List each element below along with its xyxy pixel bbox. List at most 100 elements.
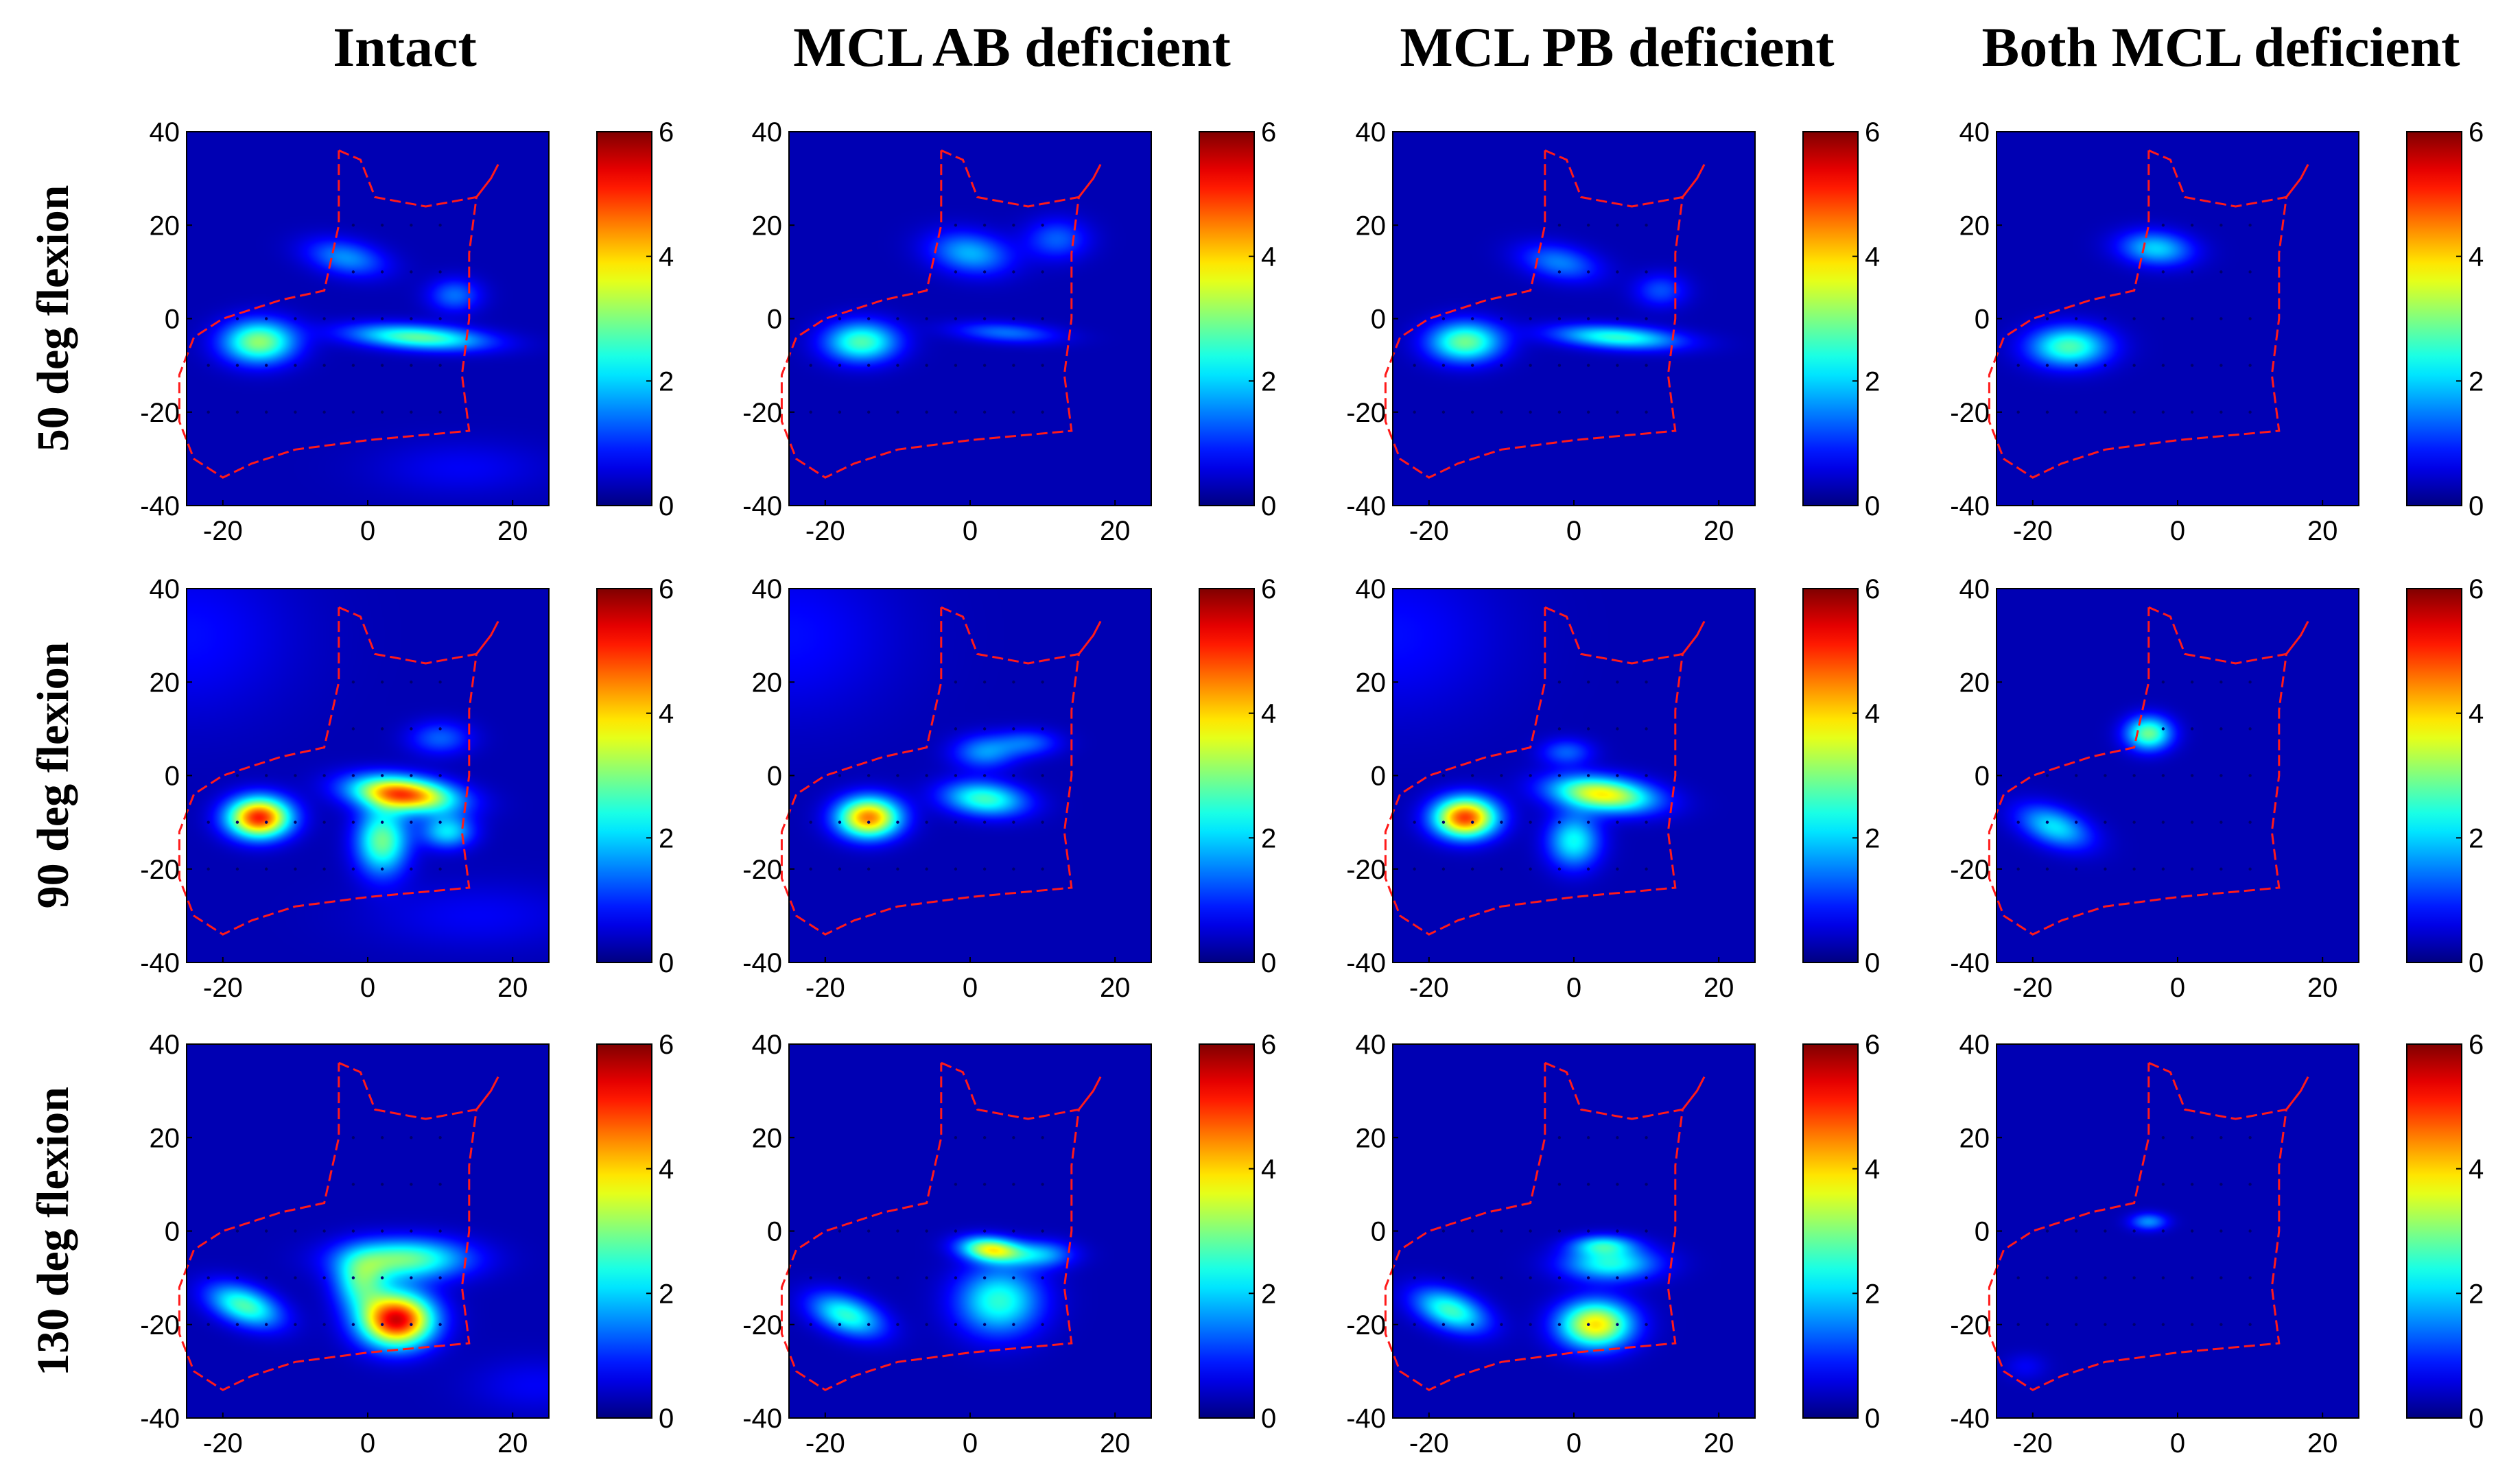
sensor-marker (1012, 1229, 1015, 1233)
sensor-marker (1470, 774, 1474, 777)
contact-outline (1384, 149, 1706, 479)
sensor-marker (954, 224, 958, 227)
sensor-marker (351, 364, 355, 367)
sensor-marker (2219, 727, 2223, 731)
sensor-marker (954, 410, 958, 414)
sensor-marker (867, 317, 871, 320)
sensor-marker (2016, 1276, 2020, 1279)
sensor-marker (1529, 410, 1532, 414)
sensor-marker (1413, 867, 1416, 871)
colorbar-tick-label: 6 (1261, 117, 1276, 147)
sensor-marker (1041, 1136, 1044, 1139)
sensor-marker (1470, 1276, 1474, 1279)
sensor-marker (207, 820, 210, 824)
colorbar-tick-label: 2 (2469, 823, 2484, 853)
y-tick-label: 40 (1356, 1030, 1387, 1060)
y-tick-label: 40 (752, 117, 783, 147)
sensor-marker (1557, 1136, 1562, 1139)
sensor-marker (351, 1183, 355, 1186)
sensor-marker (1557, 410, 1562, 414)
sensor-marker (1441, 410, 1446, 414)
x-tick-label: 20 (1704, 1428, 1734, 1458)
sensor-marker (2219, 774, 2223, 777)
sensor-marker (2045, 410, 2049, 414)
sensor-marker (351, 867, 355, 871)
colorbar-tick-label: 6 (659, 1030, 674, 1060)
sensor-marker (2248, 1183, 2252, 1186)
y-tick-label: 40 (1959, 574, 1990, 604)
sensor-marker (2161, 1276, 2165, 1279)
sensor-marker (2190, 681, 2194, 684)
sensor-marker (207, 364, 210, 367)
sensor-marker (1645, 820, 1648, 824)
sensor-marker (982, 1183, 987, 1186)
sensor-marker (2045, 1229, 2049, 1233)
sensor-marker (896, 317, 899, 320)
sensor-marker (2161, 1136, 2165, 1139)
sensor-marker (1645, 727, 1648, 731)
sensor-marker (838, 364, 842, 367)
sensor-marker (1616, 1229, 1619, 1233)
sensor-marker (410, 224, 413, 227)
y-tick-label: 20 (1356, 667, 1387, 698)
sensor-marker (438, 270, 442, 274)
sensor-marker (954, 1183, 958, 1186)
sensor-marker (1041, 1276, 1044, 1279)
sensor-marker (1012, 1276, 1015, 1279)
sensor-marker (235, 867, 239, 871)
sensor-marker (1645, 224, 1648, 227)
sensor-marker (380, 317, 384, 320)
y-tick-label: 20 (1959, 667, 1990, 698)
sensor-marker (1413, 410, 1416, 414)
y-tick-label: -20 (742, 855, 782, 885)
sensor-marker (925, 1323, 928, 1326)
contact-outline (1988, 149, 2309, 479)
sensor-marker (1645, 1323, 1648, 1326)
sensor-marker (2045, 317, 2049, 320)
y-tick-label: -20 (140, 1310, 180, 1340)
colorbar-tick-label: 2 (659, 823, 674, 853)
sensor-marker (896, 1323, 899, 1326)
sensor-marker (438, 820, 442, 824)
sensor-marker (982, 727, 987, 731)
sensor-marker (1586, 1136, 1590, 1139)
sensor-marker (1500, 820, 1503, 824)
sensor-marker (2248, 774, 2252, 777)
sensor-marker (2045, 774, 2049, 777)
sensor-marker (925, 364, 928, 367)
sensor-marker (1586, 727, 1590, 731)
sensor-marker (438, 1229, 442, 1233)
sensor-marker (380, 1323, 384, 1326)
sensor-marker (982, 820, 987, 824)
sensor-marker (896, 820, 899, 824)
sensor-marker (380, 727, 384, 731)
sensor-marker (982, 1229, 987, 1233)
y-tick-label: 20 (1959, 211, 1990, 241)
colorbar-tick-label: 4 (1865, 699, 1880, 729)
sensor-marker (1012, 270, 1015, 274)
colorbar (1199, 588, 1255, 963)
colorbar-tick-label: 2 (659, 1279, 674, 1309)
sensor-marker (896, 410, 899, 414)
sensor-marker (1012, 681, 1015, 684)
sensor-marker (410, 364, 413, 367)
x-tick-label: 0 (1566, 516, 1581, 546)
sensor-marker (1557, 270, 1562, 274)
sensor-marker (2219, 1183, 2223, 1186)
sensor-marker (2104, 364, 2107, 367)
sensor-marker (207, 1323, 210, 1326)
column-title-2: MCL PB deficient (1400, 16, 1835, 78)
x-tick-label: -20 (203, 973, 243, 1003)
y-tick-label: 0 (1975, 761, 1990, 792)
sensor-marker (1586, 774, 1590, 777)
colorbar-tick-label: 6 (2469, 574, 2484, 604)
y-tick-label: -40 (140, 948, 180, 978)
sensor-marker (322, 364, 326, 367)
sensor-marker (351, 820, 355, 824)
sensor-marker (264, 774, 268, 777)
sensor-marker (351, 224, 355, 227)
colorbar-tick-label: 4 (659, 242, 674, 272)
sensor-marker (867, 1323, 871, 1326)
y-tick-label: 0 (1371, 761, 1386, 792)
sensor-marker (2190, 224, 2194, 227)
